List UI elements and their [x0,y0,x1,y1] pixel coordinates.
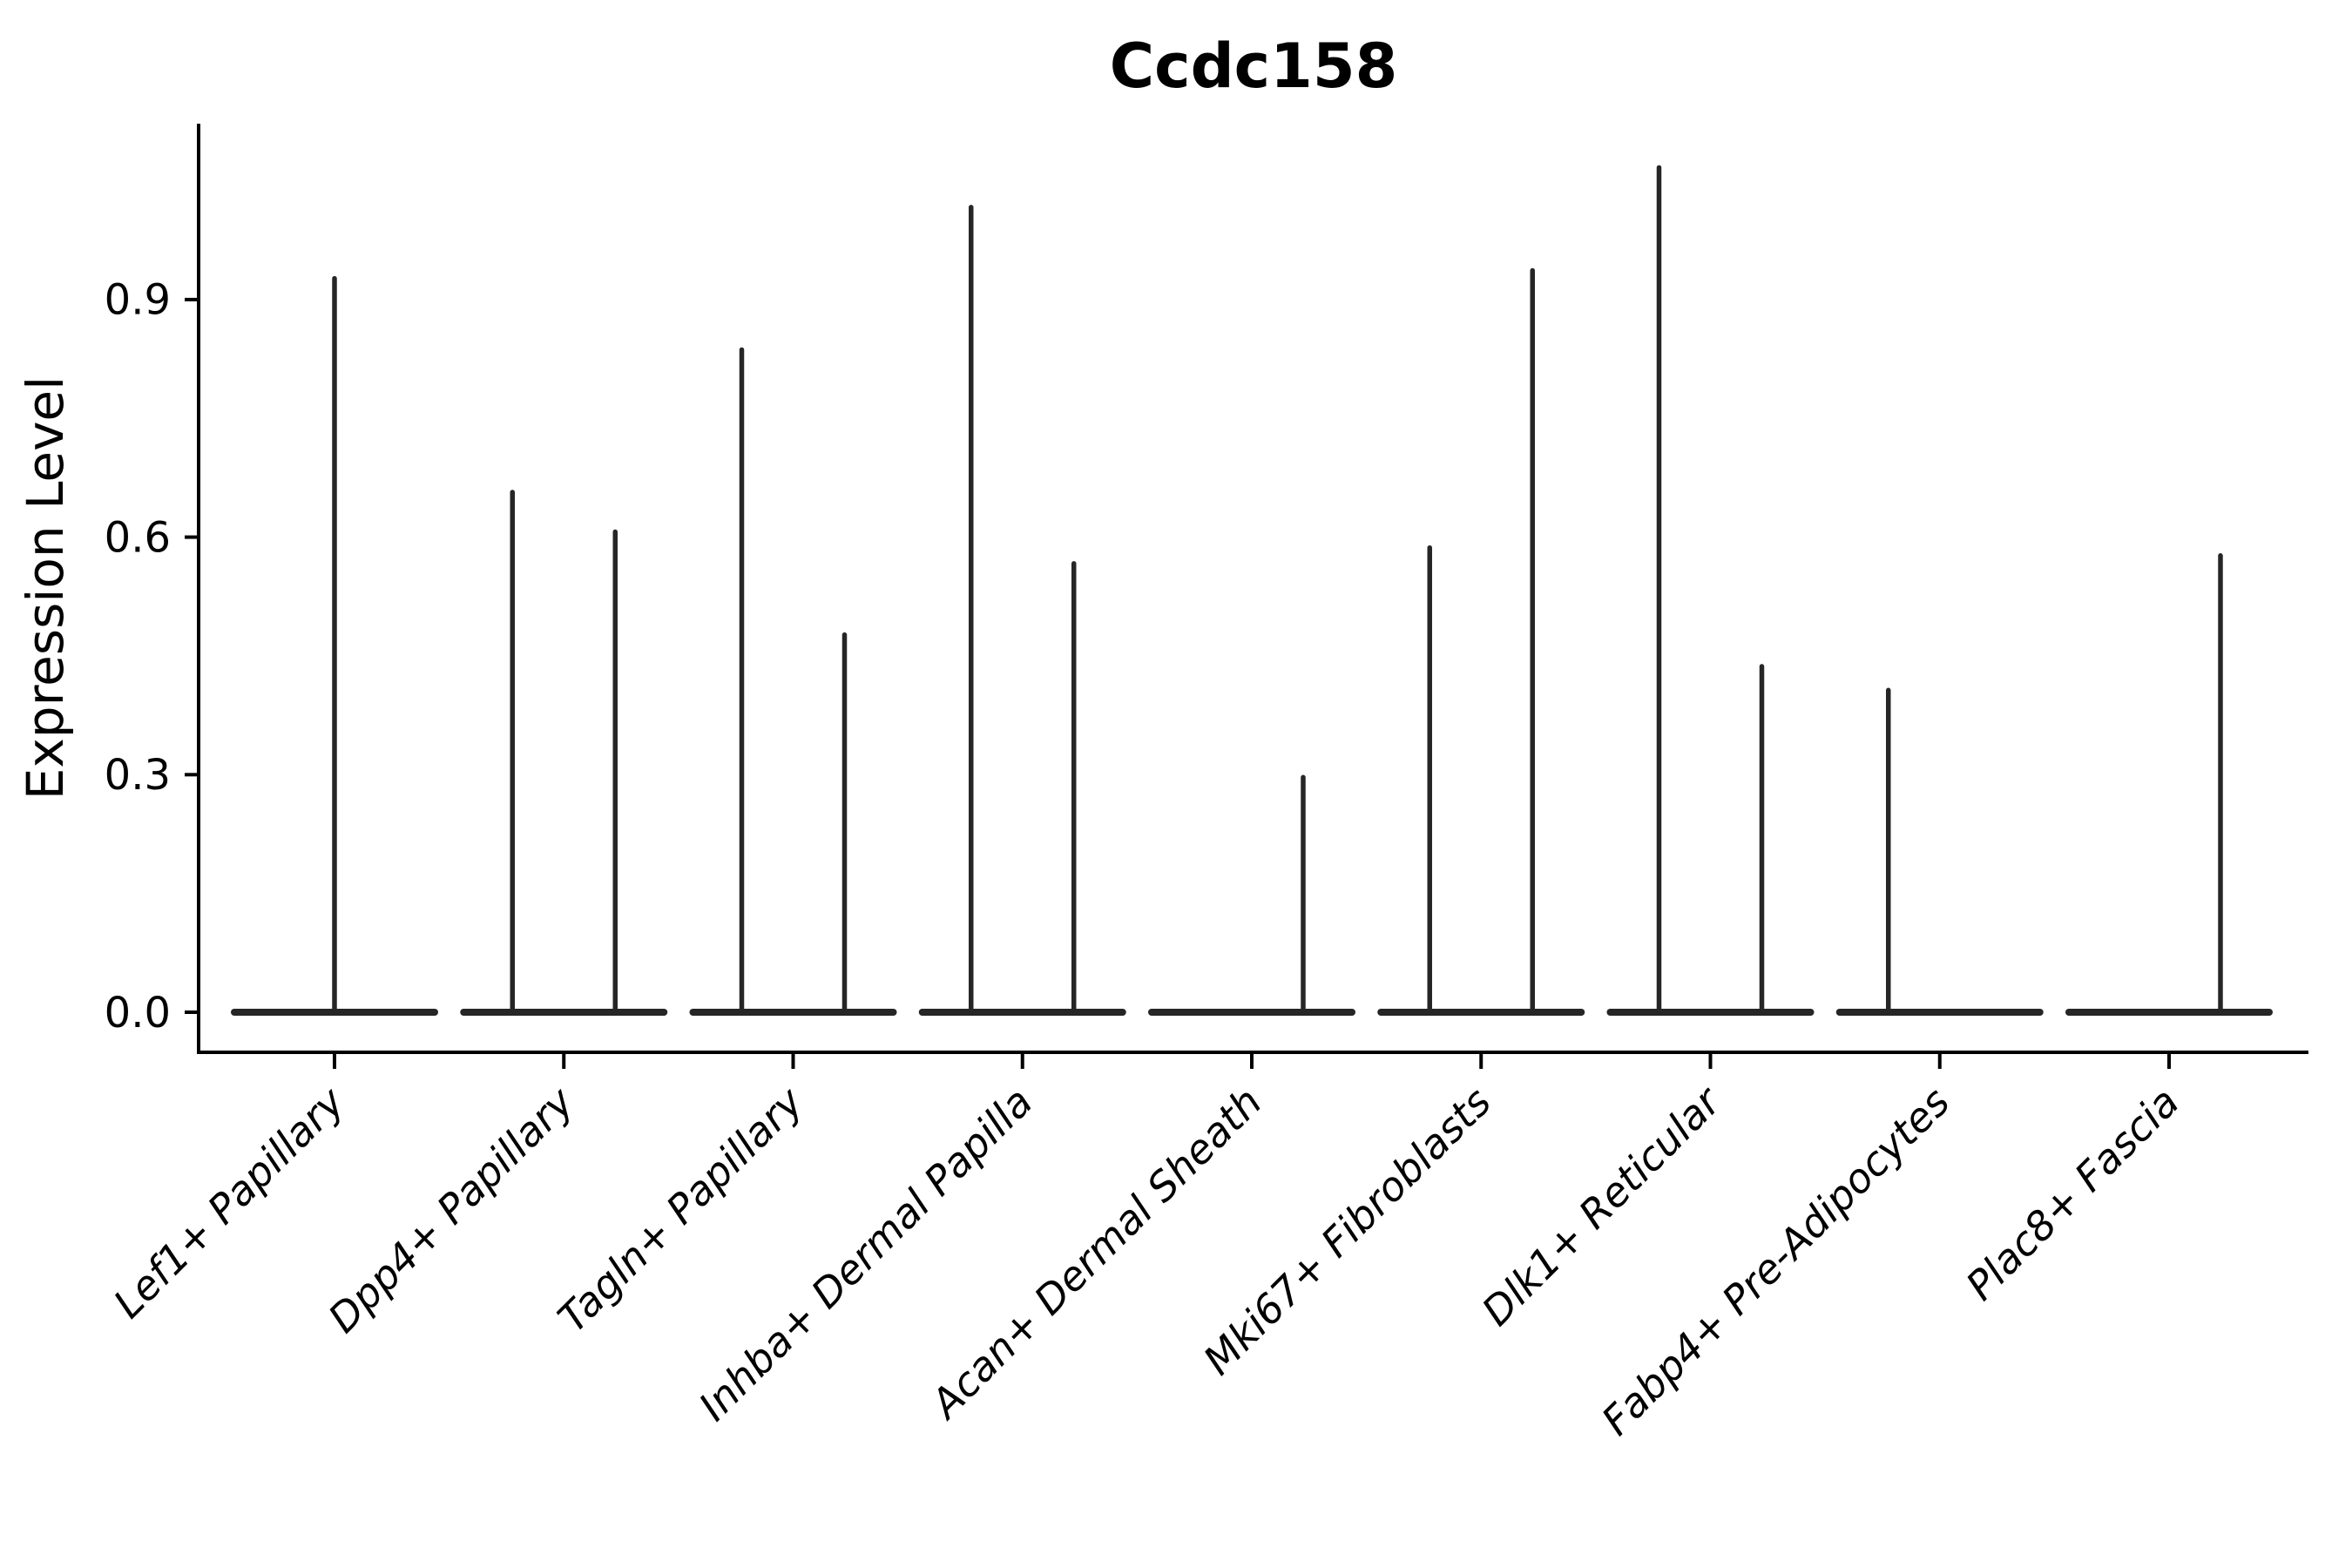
y-tick-label: 0.6 [105,513,171,562]
chart-title: Ccdc158 [1110,30,1398,102]
x-tick-label: Dlk1+ Reticular [1473,1076,1732,1335]
x-tick-label: Lef1+ Papillary [105,1078,354,1327]
x-tick-label: Tagln+ Papillary [549,1078,813,1342]
violins-layer [231,165,2273,1016]
y-tick-label: 0.0 [105,989,171,1037]
y-tick-labels: 0.0 0.3 0.6 0.9 [105,276,199,1037]
y-axis-label: Expression Level [16,376,75,800]
x-tick-label: Plac8+ Fascia [1957,1078,2187,1309]
y-tick-label: 0.9 [105,276,171,325]
x-tick-label: Dpp4+ Papillary [319,1078,583,1342]
y-tick-label: 0.3 [105,751,171,800]
